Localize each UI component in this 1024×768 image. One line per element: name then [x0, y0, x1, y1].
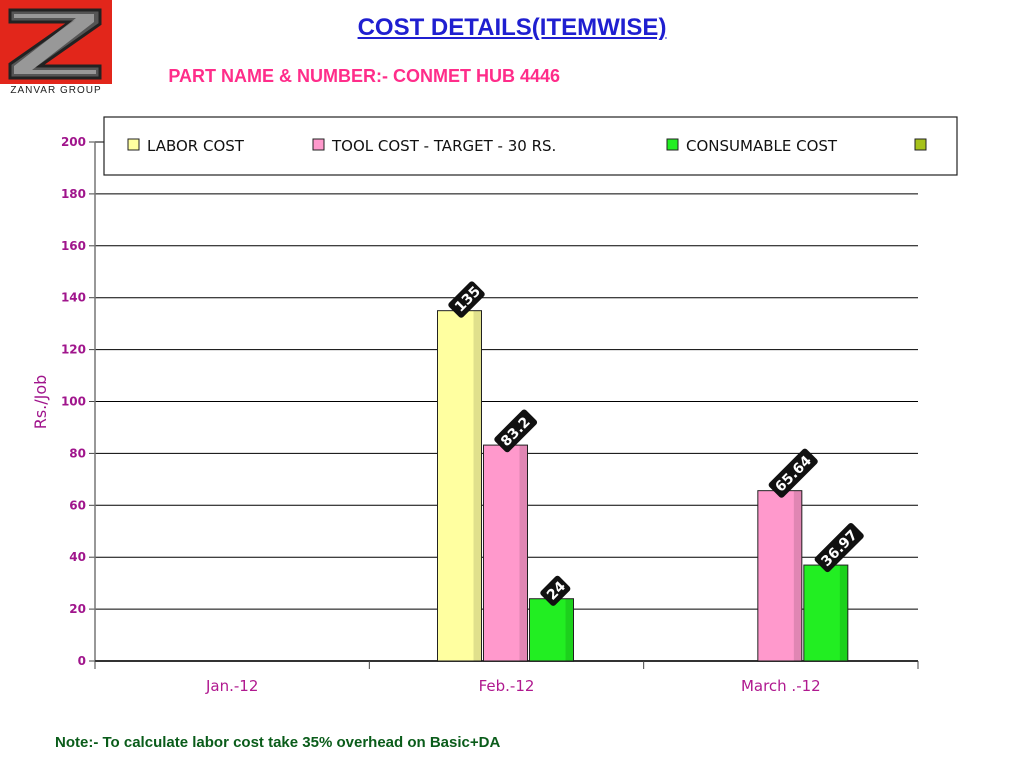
legend-swatch	[127, 138, 140, 151]
x-tick-label: March .-12	[741, 677, 821, 695]
data-label-bg	[494, 409, 538, 453]
page-subtitle: PART NAME & NUMBER:- CONMET HUB 4446	[112, 66, 632, 92]
legend-swatch	[666, 138, 679, 151]
bar-shade	[473, 310, 482, 661]
bar-shade	[565, 598, 574, 661]
page-title: COST DETAILS(ITEMWISE)	[357, 14, 667, 41]
y-tick-label: 40	[69, 550, 86, 564]
y-tick-label: 180	[61, 187, 86, 201]
chart-legend: LABOR COST TOOL COST - TARGET - 30 RS. CON…	[103, 116, 958, 176]
x-tick-label: Feb.-12	[479, 677, 535, 695]
y-tick-label: 100	[61, 395, 86, 409]
bar	[529, 598, 574, 662]
bar	[803, 564, 849, 662]
y-tick-label: 120	[61, 343, 86, 357]
footnote: Note:- To calculate labor cost take 35% …	[55, 734, 501, 751]
legend-label: TOOL COST - TARGET - 30 RS.	[331, 137, 556, 155]
logo-text: ZANVAR GROUP	[10, 85, 102, 96]
legend-label: LABOR COST	[147, 137, 245, 155]
bar	[437, 310, 482, 662]
data-label-bg	[540, 575, 571, 606]
y-tick-label: 0	[78, 654, 86, 668]
x-tick-label: Jan.-12	[205, 677, 258, 695]
data-label-bg	[448, 281, 485, 318]
zanvar-logo: ZANVAR GROUP	[0, 0, 112, 98]
chart-bars	[437, 310, 849, 662]
logo-mark	[0, 0, 112, 84]
y-tick-label: 200	[61, 135, 86, 149]
bar	[757, 490, 803, 662]
data-label-bg	[768, 448, 818, 498]
y-tick-label: 140	[61, 291, 86, 305]
legend-label: CONSUMABLE COST	[686, 137, 838, 155]
subtitle-text: PART NAME & NUMBER:- CONMET HUB 4446	[168, 66, 560, 86]
y-tick-label: 60	[69, 498, 86, 512]
data-label-bg	[814, 523, 864, 573]
bar	[483, 444, 528, 662]
y-tick-label: 20	[69, 602, 86, 616]
legend-box	[103, 116, 958, 176]
y-tick-label: 160	[61, 239, 86, 253]
legend-swatch	[914, 138, 927, 151]
y-tick-label: 80	[69, 446, 86, 460]
bar-shade	[793, 490, 802, 661]
legend-swatch	[312, 138, 325, 151]
logo-z-icon	[8, 8, 102, 80]
y-axis-label: Rs./Job	[31, 375, 50, 430]
bar-shade	[839, 565, 848, 661]
bar-shade	[519, 445, 528, 661]
